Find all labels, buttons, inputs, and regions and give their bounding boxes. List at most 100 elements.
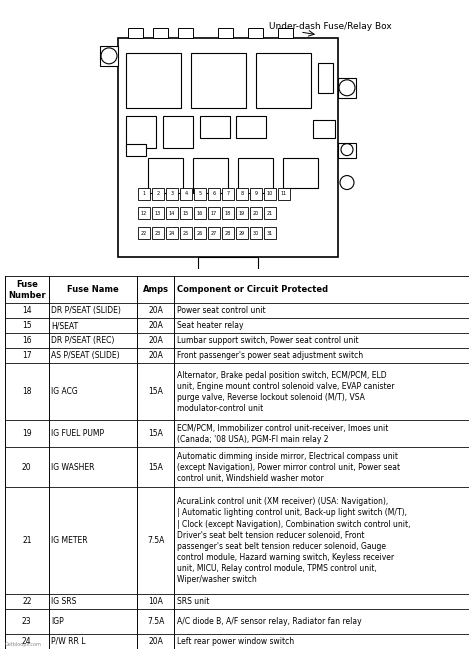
Bar [137, 609, 174, 634]
Text: Automatic dimming inside mirror, Electrical compass unit
(except Navigation), Po: Automatic dimming inside mirror, Electri… [177, 452, 400, 483]
Bar [5, 634, 49, 649]
Bar [5, 487, 49, 594]
Text: 23: 23 [22, 617, 32, 626]
Text: 4: 4 [184, 191, 188, 196]
Text: 6: 6 [212, 191, 216, 196]
Text: Amps: Amps [143, 285, 169, 294]
Bar [126, 143, 146, 156]
Bar [174, 447, 469, 487]
Bar [264, 227, 276, 239]
Bar [152, 208, 164, 219]
Bar [49, 634, 137, 649]
Text: 20A: 20A [148, 637, 163, 646]
Bar [49, 609, 137, 634]
Bar [180, 227, 192, 239]
Bar [193, 158, 228, 193]
Text: Seat heater relay: Seat heater relay [177, 321, 244, 330]
Bar [148, 158, 183, 193]
Bar [152, 188, 164, 199]
Text: SRS unit: SRS unit [177, 597, 210, 606]
Bar [137, 594, 174, 609]
Bar [338, 78, 356, 98]
Bar [5, 420, 49, 447]
Text: Power seat control unit: Power seat control unit [177, 306, 266, 315]
Bar [49, 334, 137, 349]
Text: H/SEAT: H/SEAT [51, 321, 78, 330]
Bar [49, 594, 137, 609]
Bar [137, 447, 174, 487]
Text: 20A: 20A [148, 306, 163, 315]
Bar [198, 258, 258, 273]
Bar [166, 227, 178, 239]
Bar [126, 116, 156, 147]
Bar [137, 276, 174, 303]
Bar [49, 349, 137, 363]
Bar [5, 609, 49, 634]
Text: 7.5A: 7.5A [147, 617, 164, 626]
Bar [222, 227, 234, 239]
Bar [191, 53, 246, 108]
Bar [5, 447, 49, 487]
Bar [126, 53, 181, 108]
Bar [236, 208, 248, 219]
Text: 20: 20 [253, 211, 259, 216]
Bar [49, 276, 137, 303]
Text: 15A: 15A [148, 463, 163, 472]
Text: 29: 29 [239, 231, 245, 236]
Bar [153, 28, 168, 38]
Bar [5, 334, 49, 349]
Bar [236, 227, 248, 239]
Text: 21: 21 [267, 211, 273, 216]
Text: Component or Circuit Protected: Component or Circuit Protected [177, 285, 328, 294]
Text: 18: 18 [22, 387, 32, 396]
Bar [264, 208, 276, 219]
Bar [5, 319, 49, 334]
Text: 26: 26 [197, 231, 203, 236]
Bar [218, 28, 233, 38]
Bar [128, 28, 143, 38]
Text: P/W RR L: P/W RR L [51, 637, 86, 646]
Text: 20A: 20A [148, 336, 163, 345]
Bar [250, 208, 262, 219]
Bar [174, 349, 469, 363]
Text: 23: 23 [155, 231, 161, 236]
Text: 19: 19 [239, 211, 245, 216]
Bar [174, 634, 469, 649]
Bar [174, 487, 469, 594]
Bar [250, 227, 262, 239]
Bar [318, 63, 333, 93]
Bar [137, 334, 174, 349]
Bar [163, 116, 193, 147]
Text: 12: 12 [141, 211, 147, 216]
Bar [338, 143, 356, 158]
Bar [49, 447, 137, 487]
Bar [283, 158, 318, 188]
Bar [208, 208, 220, 219]
Bar [194, 227, 206, 239]
Bar [236, 188, 248, 199]
Text: AcuraLink control unit (XM receiver) (USA: Navigation),
| Automatic lighting con: AcuraLink control unit (XM receiver) (US… [177, 497, 410, 584]
Text: 31: 31 [267, 231, 273, 236]
Bar [138, 188, 150, 199]
Text: IG METER: IG METER [51, 536, 88, 545]
Bar [138, 227, 150, 239]
Text: 7.5A: 7.5A [147, 536, 164, 545]
Bar [174, 594, 469, 609]
Text: 7: 7 [227, 191, 229, 196]
Text: 15: 15 [22, 321, 32, 330]
Bar [137, 363, 174, 420]
Bar [5, 276, 49, 303]
Bar [166, 188, 178, 199]
Bar [137, 303, 174, 319]
Bar [5, 594, 49, 609]
Text: IG FUEL PUMP: IG FUEL PUMP [51, 429, 104, 438]
Bar [152, 227, 164, 239]
Text: Lumbar support switch, Power seat control unit: Lumbar support switch, Power seat contro… [177, 336, 359, 345]
Text: IG SRS: IG SRS [51, 597, 77, 606]
Bar [166, 208, 178, 219]
Bar [194, 208, 206, 219]
Text: A/C diode B, A/F sensor relay, Radiator fan relay: A/C diode B, A/F sensor relay, Radiator … [177, 617, 362, 626]
Text: 19: 19 [22, 429, 32, 438]
Bar [194, 188, 206, 199]
Bar [208, 188, 220, 199]
